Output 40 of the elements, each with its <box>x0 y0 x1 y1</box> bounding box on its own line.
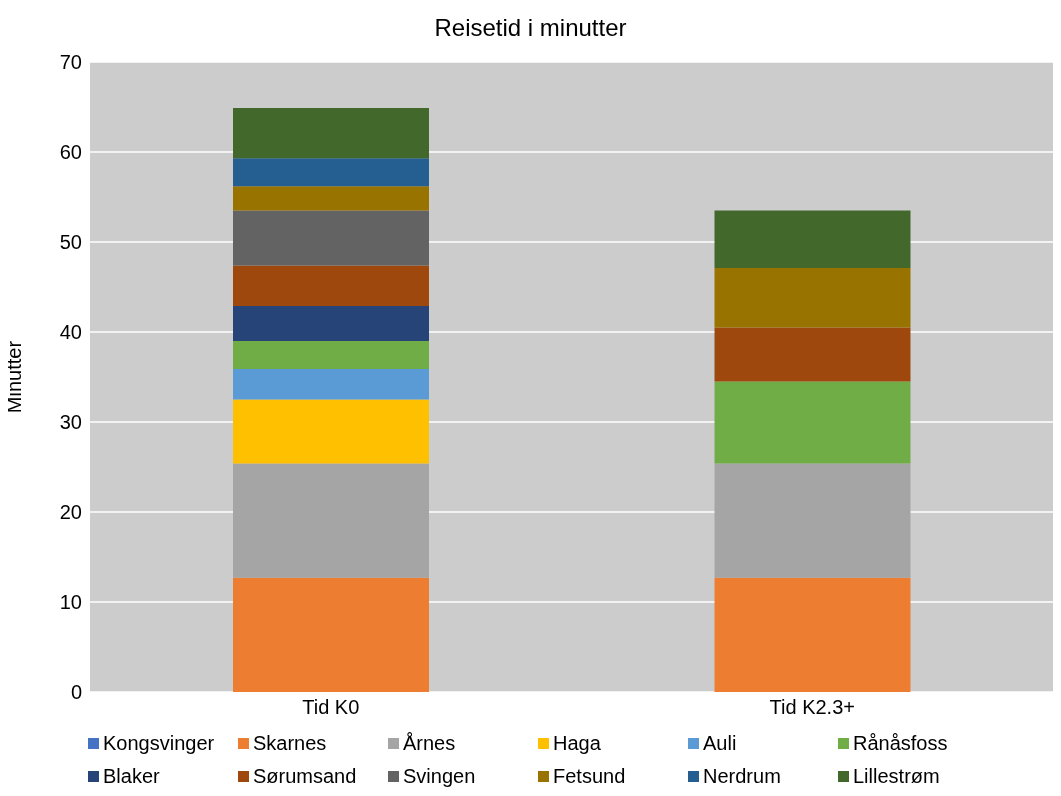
legend-label: Fetsund <box>553 765 626 788</box>
y-tick-label: 10 <box>59 591 82 614</box>
bar <box>233 158 429 187</box>
y-tick-label: 20 <box>59 501 82 524</box>
bar <box>233 305 429 341</box>
bar <box>233 210 429 266</box>
bar <box>233 463 429 578</box>
bar <box>714 463 911 578</box>
y-tick-label: 30 <box>59 411 82 434</box>
bar <box>233 368 429 400</box>
x-tick-label: Tid K0 <box>302 696 360 719</box>
bar <box>714 327 911 382</box>
bar <box>233 577 429 692</box>
legend-label: Kongsvinger <box>103 732 215 755</box>
legend-label: Svingen <box>403 765 476 788</box>
legend-label: Sørumsand <box>253 765 357 788</box>
bar <box>714 268 911 328</box>
bar <box>714 210 911 269</box>
legend-label: Årnes <box>403 732 456 755</box>
legend-label: Haga <box>553 732 601 755</box>
bar <box>233 399 429 464</box>
y-tick-label: 50 <box>59 231 82 254</box>
legend-label: Lillestrøm <box>853 765 940 788</box>
legend-label: Nerdrum <box>703 765 781 788</box>
chart-title: Reisetid i minutter <box>433 13 628 43</box>
legend-label: Auli <box>703 732 737 755</box>
bar <box>233 341 429 369</box>
bar <box>233 186 429 211</box>
bar <box>714 381 911 464</box>
legend-label: Blaker <box>103 765 160 788</box>
legend-label: Rånåsfoss <box>853 732 948 755</box>
bar <box>233 265 429 306</box>
legend-label: Skarnes <box>253 732 327 755</box>
bar <box>714 577 911 692</box>
y-tick-label: 60 <box>59 141 82 164</box>
y-tick-label: 0 <box>70 681 82 704</box>
y-tick-label: 40 <box>59 321 82 344</box>
bar <box>233 107 429 159</box>
x-tick-label: Tid K2.3+ <box>769 696 855 719</box>
y-tick-label: 70 <box>59 51 82 74</box>
